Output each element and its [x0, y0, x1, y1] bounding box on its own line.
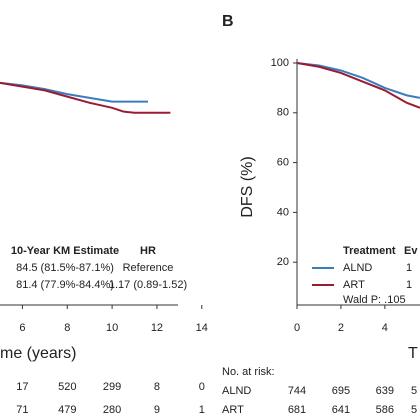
annotation: Wald P: .105	[343, 294, 406, 306]
at-risk-count: 520	[58, 381, 76, 393]
at-risk-count: 71	[16, 404, 28, 416]
table-header: HR	[140, 245, 156, 257]
x-tick-label: 2	[338, 322, 344, 334]
at-risk-title: No. at risk:	[222, 366, 275, 378]
at-risk-count: 280	[103, 404, 121, 416]
x-axis-label: T	[408, 345, 418, 362]
legend-column: Ev	[404, 245, 418, 257]
at-risk-count: 744	[288, 385, 306, 397]
at-risk-count: 5	[411, 385, 417, 397]
x-tick-label: 6	[19, 322, 25, 334]
at-risk-count: 479	[58, 404, 76, 416]
table-cell: 1.17 (0.89-1.52)	[109, 279, 187, 291]
y-tick-label: 60	[277, 157, 289, 169]
x-tick-label: 12	[151, 322, 163, 334]
at-risk-count: 1	[199, 404, 205, 416]
survival-curve	[0, 81, 171, 114]
at-risk-count: 9	[154, 404, 160, 416]
survival-curve	[296, 62, 420, 99]
legend-events: 1	[406, 279, 412, 291]
at-risk-count: 586	[376, 404, 394, 416]
at-risk-count: 639	[376, 385, 394, 397]
legend-label: ALND	[343, 262, 372, 274]
y-axis-label: DFS (%)	[239, 156, 256, 217]
x-tick-label: 10	[106, 322, 118, 334]
x-tick-label: 4	[382, 322, 388, 334]
y-tick-label: 100	[271, 57, 289, 69]
table-cell: 81.4 (77.9%-84.4%)	[16, 279, 114, 291]
at-risk-count: 641	[332, 404, 350, 416]
at-risk-count: 0	[199, 381, 205, 393]
x-axis-label: me (years)	[0, 345, 76, 362]
y-tick-label: 40	[277, 206, 289, 218]
at-risk-label: ART	[222, 404, 244, 416]
x-tick-label: 14	[196, 322, 208, 334]
at-risk-count: 695	[332, 385, 350, 397]
panel-label: B	[222, 13, 234, 30]
legend-label: ART	[343, 279, 365, 291]
at-risk-count: 5	[411, 404, 417, 416]
at-risk-count: 299	[103, 381, 121, 393]
at-risk-count: 17	[16, 381, 28, 393]
legend-title: Treatment	[343, 245, 396, 257]
at-risk-count: 8	[154, 381, 160, 393]
table-cell: Reference	[123, 262, 174, 274]
x-tick-label: 8	[64, 322, 70, 334]
y-tick-label: 80	[277, 107, 289, 119]
table-header: 10-Year KM Estimate	[11, 245, 119, 257]
y-tick-label: 20	[277, 256, 289, 268]
at-risk-label: ALND	[222, 385, 251, 397]
survival-curve	[296, 62, 420, 109]
table-cell: 84.5 (81.5%-87.1%)	[16, 262, 114, 274]
at-risk-count: 681	[288, 404, 306, 416]
x-tick-label: 0	[294, 322, 300, 334]
legend-events: 1	[406, 262, 412, 274]
survival-curve	[0, 81, 148, 103]
